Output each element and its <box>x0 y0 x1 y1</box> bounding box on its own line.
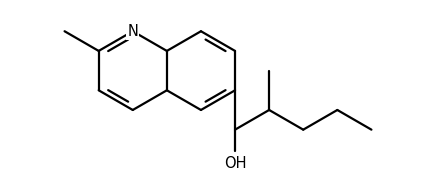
Text: N: N <box>127 24 138 39</box>
Text: OH: OH <box>224 156 246 171</box>
